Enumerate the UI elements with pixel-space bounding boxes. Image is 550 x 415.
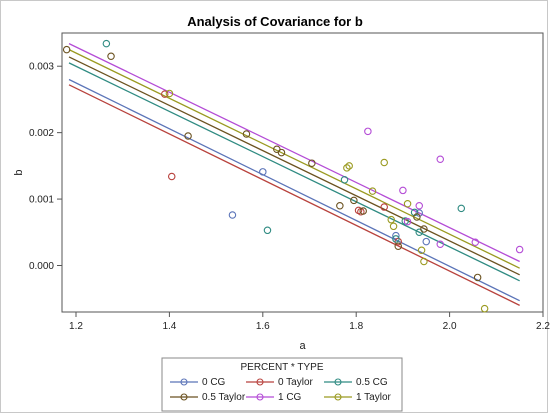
data-point (403, 199, 412, 208)
legend-entry-label: 1 Taylor (356, 392, 392, 403)
x-tick-label: 1.2 (69, 321, 83, 332)
data-point (277, 148, 286, 157)
data-point (242, 130, 251, 138)
data-point (364, 127, 372, 136)
data-point (368, 187, 377, 195)
data-point (380, 203, 388, 211)
x-tick-label: 1.6 (256, 321, 270, 332)
fit-line (68, 62, 520, 282)
data-point (259, 168, 267, 176)
data-point (107, 52, 115, 60)
legend-swatch-marker (256, 378, 264, 386)
legend-title: PERCENT * TYPE (241, 362, 324, 373)
fit-lines (68, 43, 520, 306)
fit-line (68, 78, 520, 302)
plot-area (61, 32, 544, 313)
x-axis-label: a (299, 340, 306, 352)
data-point (340, 176, 349, 184)
data-point (471, 238, 480, 247)
data-point (263, 226, 272, 235)
legend-swatch-marker (334, 393, 342, 401)
y-tick-label: 0.000 (29, 261, 54, 272)
data-point (417, 246, 426, 254)
y-tick-label: 0.002 (29, 128, 54, 139)
data-point (480, 304, 489, 313)
data-point (359, 207, 367, 215)
data-point (403, 217, 412, 226)
legend-entry-label: 1 CG (278, 392, 302, 403)
data-point (413, 213, 421, 221)
data-point (308, 159, 316, 167)
legend-entry-label: 0 Taylor (278, 377, 314, 388)
data-point (392, 235, 400, 243)
data-point (515, 245, 524, 254)
data-point (410, 208, 419, 217)
legend-swatch-marker (256, 393, 264, 401)
data-point (457, 204, 466, 213)
legend-swatch-marker (180, 393, 188, 401)
data-point (394, 242, 402, 250)
x-tick-label: 2.0 (443, 321, 457, 332)
data-point (436, 240, 445, 248)
legend-swatch-marker (180, 378, 188, 386)
x-tick-label: 1.4 (162, 321, 176, 332)
fit-line (68, 84, 520, 306)
chart-title: Analysis of Covariance for b (187, 14, 363, 29)
data-point (62, 45, 71, 54)
y-tick-label: 0.001 (29, 195, 54, 206)
data-point (345, 162, 353, 170)
data-point (473, 273, 482, 282)
x-tick-label: 1.8 (349, 321, 363, 332)
data-point (350, 196, 358, 205)
data-point (420, 257, 428, 266)
data-point (387, 215, 395, 224)
y-axis-label: b (13, 169, 25, 175)
data-point (343, 164, 351, 172)
data-point (380, 158, 388, 167)
data-point (399, 186, 407, 195)
data-point (422, 237, 431, 246)
data-point (436, 155, 445, 163)
legend-box (161, 357, 403, 412)
legend-entry-label: 0.5 CG (356, 377, 388, 388)
fit-line (68, 49, 520, 269)
fit-line (68, 43, 520, 263)
data-point (102, 39, 111, 48)
data-point (420, 225, 428, 233)
y-tick-label: 0.003 (29, 62, 54, 73)
data-point (415, 201, 423, 210)
legend-entry-label: 0 CG (202, 377, 226, 388)
data-point (228, 211, 237, 219)
legend-swatch-marker (334, 378, 342, 386)
data-point (167, 172, 176, 181)
legend-entry-label: 0.5 Taylor (202, 392, 246, 403)
data-point (160, 90, 169, 98)
fit-line (68, 56, 520, 276)
data-point (165, 89, 174, 98)
x-tick-label: 2.2 (536, 321, 550, 332)
data-point (184, 132, 192, 140)
data-point (415, 209, 423, 217)
data-point (336, 201, 344, 210)
data-point (389, 222, 398, 231)
